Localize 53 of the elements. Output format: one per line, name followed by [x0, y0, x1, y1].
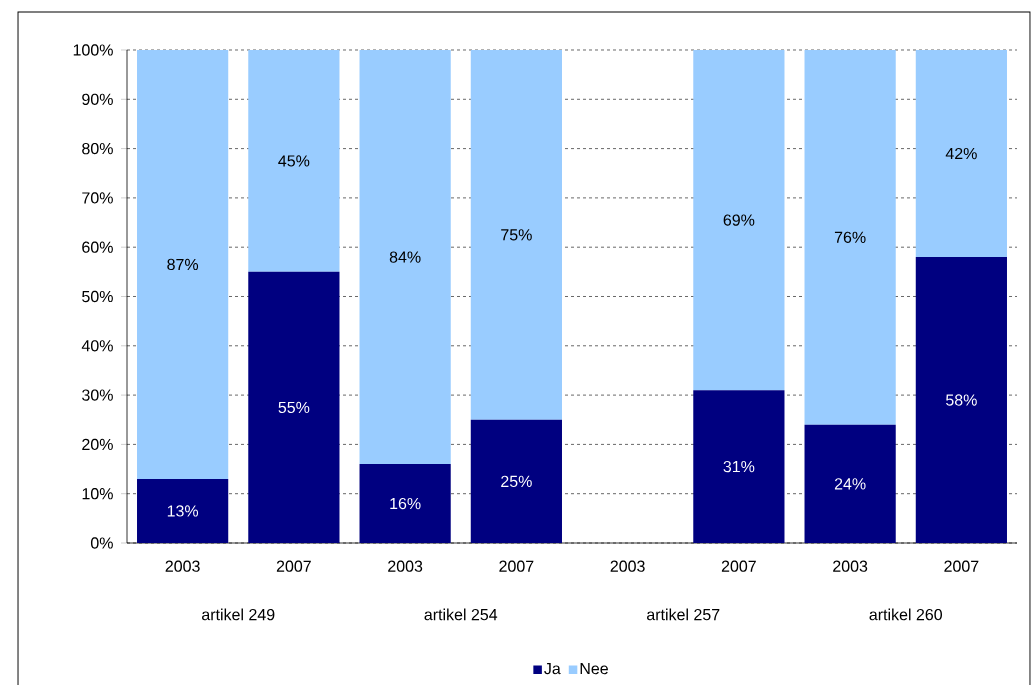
bar — [470, 419, 562, 543]
bar — [804, 424, 896, 543]
bar — [359, 50, 451, 465]
data-label: 76% — [834, 231, 866, 243]
bar — [359, 464, 451, 543]
y-tick-label: 20% — [82, 438, 113, 451]
bar — [693, 50, 785, 391]
x-tick-label: 2007 — [944, 560, 979, 572]
y-tick-label: 50% — [82, 290, 113, 303]
data-label: 69% — [723, 214, 755, 226]
text: artikel 260 — [869, 608, 942, 621]
y-tick-label: 60% — [82, 241, 113, 253]
data-label: 84% — [389, 251, 421, 263]
data-label: 55% — [278, 401, 310, 414]
data-label: 13% — [167, 505, 199, 517]
data-label: 87% — [167, 258, 199, 271]
text: artikel 249 — [202, 608, 275, 621]
bar — [248, 271, 340, 543]
x-tick-label: 2003 — [388, 560, 423, 572]
data-label: 45% — [278, 155, 310, 167]
y-tick-label: 90% — [82, 93, 113, 105]
legend-label: Nee — [580, 663, 608, 675]
data-label: 58% — [946, 394, 977, 406]
x-tick-label: 2003 — [165, 560, 200, 572]
data-label: 25% — [501, 475, 532, 488]
bar — [248, 50, 340, 272]
data-label: 75% — [501, 229, 532, 241]
bar — [915, 257, 1007, 543]
y-tick-label: 100% — [73, 44, 113, 56]
bar — [804, 50, 896, 425]
x-tick-label: 2003 — [610, 560, 645, 572]
y-tick-label: 40% — [81, 340, 113, 352]
text: artikel 257 — [647, 608, 720, 621]
bar — [137, 50, 229, 479]
bar — [137, 478, 229, 543]
y-tick-label: 70% — [82, 192, 113, 204]
y-tick-label: 80% — [82, 142, 113, 155]
legend-label: Ja — [544, 663, 561, 675]
data-label: 31% — [723, 460, 755, 473]
x-tick-label: 2007 — [721, 560, 756, 572]
data-label: 42% — [945, 147, 977, 160]
bar — [915, 50, 1007, 258]
y-tick-label: 30% — [82, 389, 113, 401]
y-tick-label: 10% — [82, 488, 113, 500]
x-tick-label: 2003 — [833, 560, 868, 572]
data-label: 16% — [390, 497, 421, 510]
x-tick-label: 2007 — [499, 560, 534, 572]
data-label: 24% — [834, 478, 866, 490]
bar — [470, 50, 562, 420]
x-tick-label: 2007 — [276, 560, 311, 572]
y-tick-label: 0% — [90, 537, 113, 549]
bar — [693, 390, 785, 543]
text: artikel 254 — [424, 608, 498, 621]
